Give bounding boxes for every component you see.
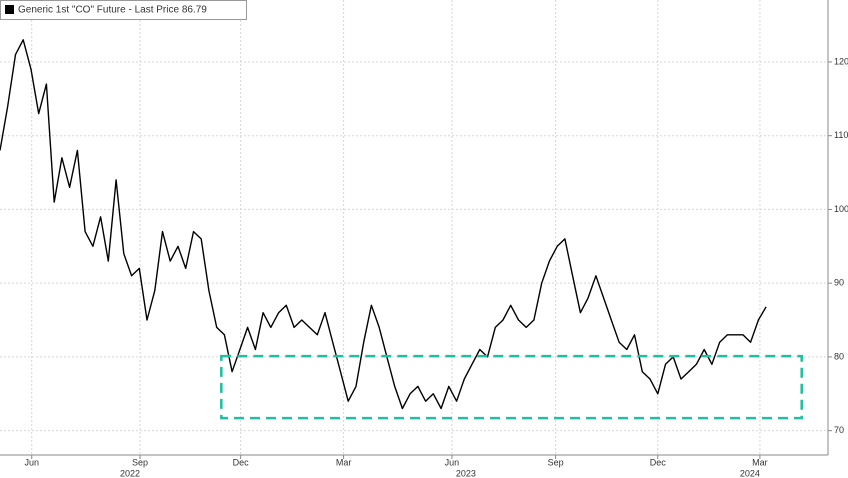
x-tick-label: Dec xyxy=(650,457,667,467)
legend: Generic 1st "CO" Future - Last Price 86.… xyxy=(0,0,247,20)
x-tick-label: Sep xyxy=(132,457,148,467)
x-tick-label: Dec xyxy=(233,457,250,467)
y-tick-label: 120 xyxy=(834,56,848,66)
year-label: 2022 xyxy=(120,468,140,478)
price-line xyxy=(0,39,767,410)
legend-swatch xyxy=(5,5,14,14)
legend-box xyxy=(0,0,247,20)
year-label: 2024 xyxy=(740,468,760,478)
y-tick-label: 70 xyxy=(834,425,844,435)
y-tick-label: 80 xyxy=(834,351,844,361)
x-tick-label: Mar xyxy=(336,457,352,467)
y-tick-label: 90 xyxy=(834,278,844,288)
y-tick-label: 100 xyxy=(834,204,848,214)
y-tick-label: 110 xyxy=(834,130,848,140)
x-tick-label: Jun xyxy=(24,457,39,467)
year-label: 2023 xyxy=(456,468,476,478)
x-tick-label: Sep xyxy=(548,457,564,467)
highlight-box xyxy=(220,354,803,420)
legend-label: Generic 1st "CO" Future - Last Price 86.… xyxy=(18,5,207,16)
x-tick-label: Mar xyxy=(752,457,768,467)
x-tick-label: Jun xyxy=(445,457,460,467)
